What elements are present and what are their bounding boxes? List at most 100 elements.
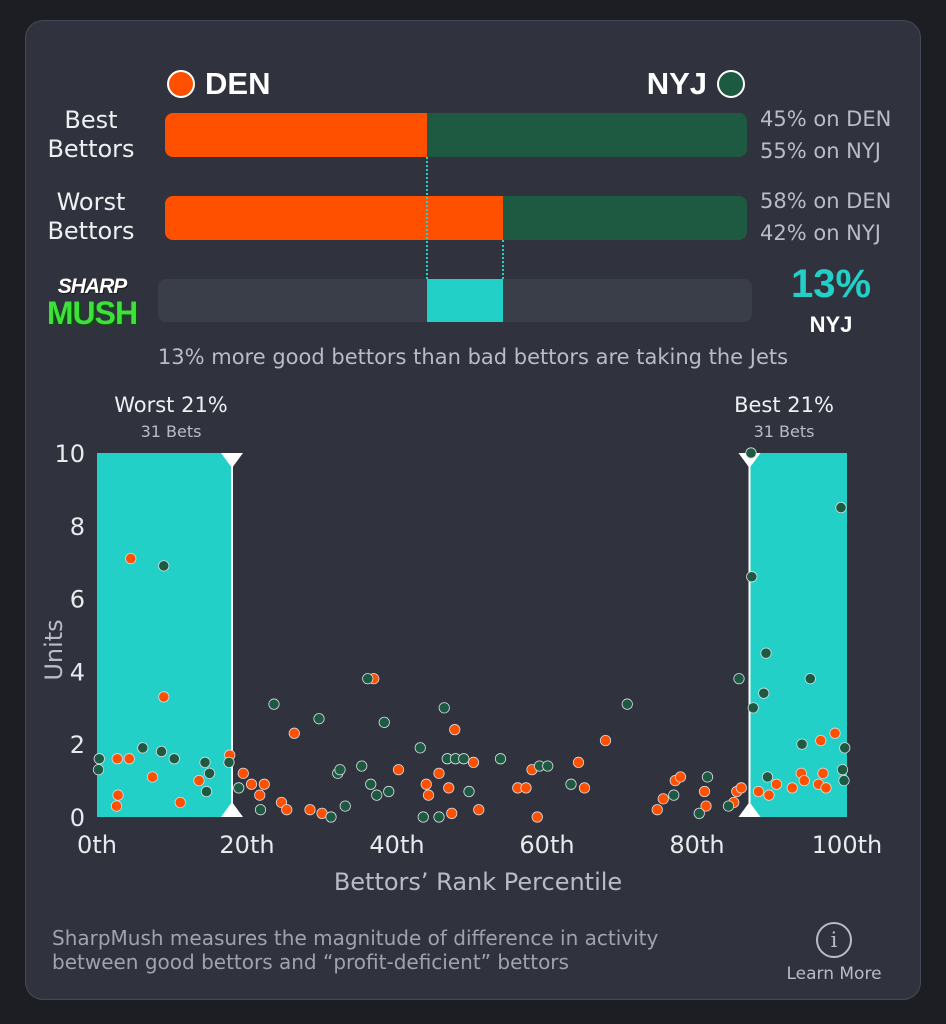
point-nyj [200, 785, 213, 798]
point-nyj [414, 742, 426, 754]
best-nyj-pct: 55% on NYJ [760, 139, 881, 163]
point-den [422, 789, 435, 801]
summary-text: 13% more good bettors than bad bettors a… [157, 345, 789, 369]
worst-den-pct: 58% on DEN [760, 189, 892, 213]
point-nyj [760, 647, 772, 659]
point-den [599, 734, 612, 747]
point-den [651, 804, 663, 816]
point-den [531, 811, 543, 823]
footnote: SharpMush measures the magnitude of diff… [52, 926, 752, 974]
best-split-connector [425, 157, 428, 279]
point-nyj [565, 778, 577, 790]
point-den [258, 778, 270, 790]
best-bettors-label: Best Bettors [36, 106, 146, 164]
point-nyj [761, 771, 774, 783]
point-nyj [371, 789, 383, 801]
best-label-line1: Best [64, 106, 118, 134]
worst-split-connector [501, 240, 504, 279]
point-nyj [362, 673, 374, 685]
point-nyj [378, 716, 390, 728]
point-den [158, 691, 170, 703]
point-nyj [839, 742, 851, 754]
point-nyj [168, 753, 180, 765]
point-nyj [325, 811, 337, 823]
worst-bettors-den-fill [165, 196, 503, 240]
point-nyj [93, 753, 105, 765]
worst-range-title: Worst 21% [114, 393, 228, 417]
x-tick-label: 60th [519, 831, 574, 859]
x-tick-label: 100th [812, 831, 882, 859]
point-den [443, 782, 455, 794]
best-label-line2: Bettors [47, 135, 135, 163]
point-nyj [137, 742, 149, 754]
point-nyj [804, 673, 816, 685]
point-nyj [668, 789, 680, 801]
point-den [674, 771, 687, 783]
y-tick-label: 8 [70, 513, 85, 541]
point-den [245, 778, 258, 790]
point-nyj [254, 804, 267, 816]
point-nyj [155, 745, 168, 758]
point-nyj [339, 800, 351, 812]
best-den-pct: 45% on DEN [760, 107, 892, 131]
worst-bettors-bar [165, 196, 747, 240]
footnote-line2: between good bettors and “profit-deficie… [52, 950, 569, 974]
point-nyj [365, 778, 377, 790]
point-den [657, 793, 669, 805]
point-nyj [334, 764, 346, 776]
point-den [125, 552, 137, 565]
point-den [829, 727, 841, 739]
point-nyj [746, 571, 758, 583]
point-nyj [747, 702, 759, 714]
point-den [193, 774, 205, 787]
point-den [433, 767, 445, 779]
point-den [473, 804, 485, 816]
point-nyj [158, 560, 170, 572]
point-den [237, 767, 249, 779]
range-handle-bottom-0 [221, 802, 243, 817]
point-den [735, 782, 747, 794]
point-den [786, 782, 798, 794]
best-range-title: Best 21% [734, 393, 834, 417]
point-den [578, 782, 591, 794]
point-den [174, 796, 186, 809]
y-tick-label: 10 [54, 440, 85, 468]
range-handle-bottom-1 [738, 802, 761, 817]
point-den [698, 785, 711, 798]
point-den [798, 774, 810, 787]
point-nyj [92, 764, 105, 776]
logo-mush: MUSH [46, 295, 138, 331]
worst-label-line1: Worst [56, 188, 126, 216]
best-bettors-bar [165, 113, 747, 157]
point-den [288, 727, 300, 739]
point-nyj [733, 673, 745, 685]
point-nyj [383, 785, 395, 798]
best-bettors-den-fill [165, 113, 427, 157]
point-nyj [417, 811, 429, 823]
worst-bettors-pcts: 58% on DEN 42% on NYJ [760, 185, 891, 249]
team-den-header: DEN [167, 66, 270, 102]
nyj-color-dot [717, 70, 745, 98]
point-nyj [433, 811, 445, 823]
sharpmush-value: 13% [790, 262, 872, 306]
point-nyj [313, 713, 325, 725]
learn-more-button[interactable]: i Learn More [774, 922, 894, 984]
x-tick-label: 80th [669, 831, 724, 859]
point-nyj [458, 753, 470, 765]
best-bettors-pcts: 45% on DEN 55% on NYJ [760, 103, 891, 167]
x-tick-label: 40th [369, 831, 424, 859]
point-den [467, 756, 480, 769]
point-den [304, 804, 316, 816]
den-color-dot [167, 70, 195, 98]
point-nyj [268, 698, 280, 710]
point-nyj [836, 764, 849, 776]
point-den [123, 753, 135, 765]
point-nyj [758, 687, 770, 699]
info-icon: i [816, 922, 852, 958]
point-den [752, 785, 765, 798]
point-nyj [199, 756, 211, 769]
y-tick-label: 6 [70, 586, 85, 614]
point-den [820, 782, 832, 794]
x-axis-label: Bettors’ Rank Percentile [334, 868, 622, 896]
